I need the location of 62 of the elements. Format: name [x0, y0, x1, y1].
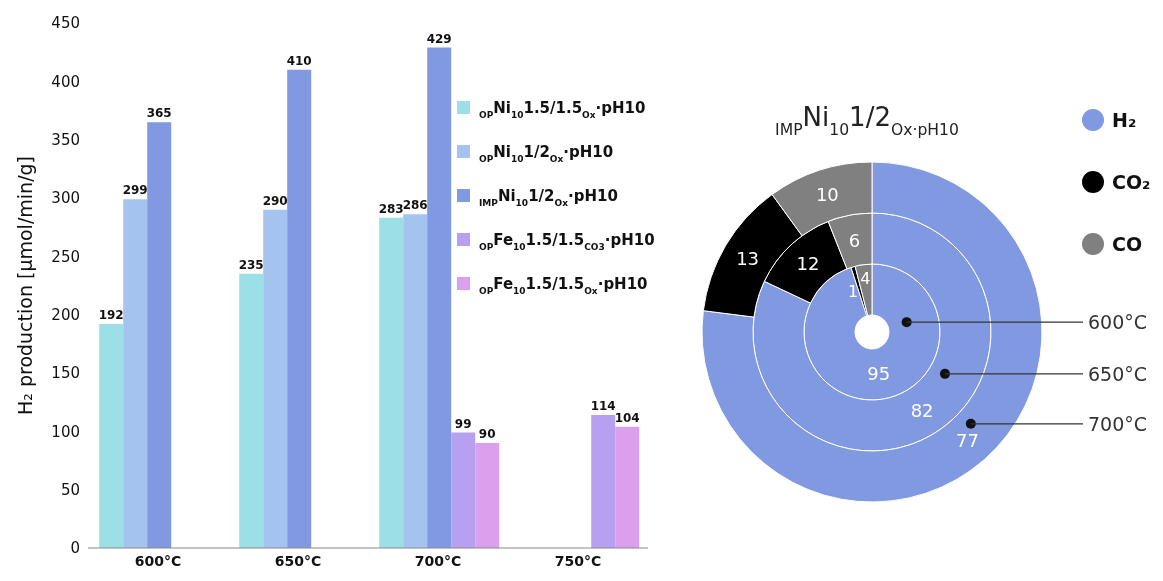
data-label: 429	[426, 31, 452, 46]
legend-label: $_{OP}$Ni$_{10}$1.5/1.5$_{Ox}$·pH10	[479, 99, 646, 120]
data-label: 410	[286, 53, 312, 68]
bar	[591, 415, 616, 548]
legend-label: CO₂	[1112, 171, 1151, 193]
x-tick-label: 700°C	[414, 552, 462, 569]
y-tick-label: 400	[51, 72, 80, 91]
data-label: 1	[848, 282, 859, 302]
slice-label: 600°C	[1088, 311, 1148, 334]
data-label: 99	[454, 416, 472, 431]
data-label: 192	[98, 308, 124, 322]
data-label: 10	[815, 184, 839, 206]
bar	[239, 273, 264, 548]
bar	[263, 209, 288, 548]
bar	[99, 324, 124, 548]
data-label: 104	[614, 410, 640, 425]
slice-label: 650°C	[1088, 362, 1148, 385]
data-label: 77	[956, 429, 980, 451]
y-axis-title: H₂ production [µmol/min/g]	[14, 155, 36, 416]
bar	[379, 217, 404, 548]
x-tick-label: 600°C	[134, 552, 182, 569]
data-label: 235	[238, 257, 264, 272]
data-label: 12	[796, 253, 820, 275]
bar	[403, 214, 428, 548]
data-label: 6	[848, 229, 861, 251]
data-label: 283	[378, 201, 404, 216]
y-tick-label: 450	[51, 14, 80, 33]
data-label: 365	[146, 106, 172, 121]
y-tick-label: 200	[51, 305, 80, 324]
bar	[451, 432, 476, 548]
chart-title: $_{IMP}$Ni$_{10}$1/2$_{Ox·pH10}$	[775, 102, 959, 139]
bar	[123, 199, 148, 548]
y-tick-label: 150	[51, 364, 80, 383]
data-label: 4	[860, 268, 871, 288]
legend-label: $_{OP}$Fe$_{10}$1.5/1.5$_{Ox}$·pH10	[479, 275, 648, 296]
bar	[427, 47, 452, 548]
legend-label: $_{OP}$Ni$_{10}$1/2$_{Ox}$·pH10	[479, 143, 614, 164]
y-tick-label: 100	[51, 422, 80, 441]
data-label: 13	[736, 247, 760, 269]
legend-label: $_{IMP}$Ni$_{10}$1/2$_{Ox}$·pH10	[479, 187, 618, 208]
slice-label: 700°C	[1088, 412, 1148, 435]
legend-label: CO	[1112, 233, 1143, 255]
data-label: 286	[402, 198, 428, 213]
bar	[475, 443, 500, 548]
y-tick-label: 50	[60, 480, 80, 499]
data-label: 290	[262, 193, 288, 208]
x-tick-label: 650°C	[274, 552, 322, 569]
data-label: 90	[478, 427, 496, 441]
x-tick-label: 750°C	[554, 552, 602, 569]
bar	[147, 122, 172, 548]
data-label: 114	[590, 399, 616, 413]
data-label: 95	[867, 363, 891, 385]
y-tick-label: 350	[51, 130, 80, 149]
bar	[287, 69, 312, 548]
data-label: 82	[910, 400, 934, 422]
y-tick-label: 250	[51, 247, 80, 266]
bar	[615, 426, 640, 548]
legend-label: $_{OP}$Fe$_{10}$1.5/1.5$_{CO3}$·pH10	[479, 231, 655, 252]
y-tick-label: 0	[70, 539, 80, 558]
y-tick-label: 300	[51, 189, 80, 208]
legend-label: H₂	[1112, 109, 1137, 131]
data-label: 299	[122, 183, 148, 198]
